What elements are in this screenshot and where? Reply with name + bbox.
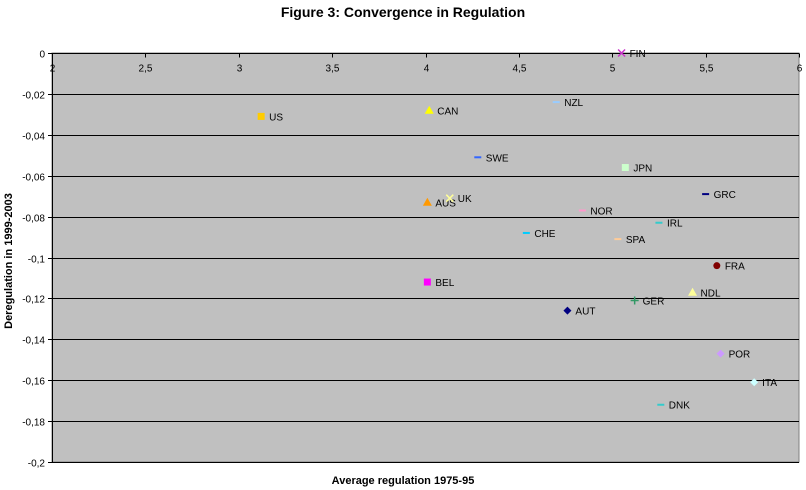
point-label-nor: NOR: [590, 206, 612, 217]
point-label-irl: IRL: [667, 219, 683, 230]
y-tick-label: -0,12: [22, 295, 45, 306]
point-ger: [630, 296, 639, 305]
y-tick-label: -0,16: [22, 377, 45, 388]
y-tick-label: 0: [39, 50, 45, 61]
point-bel: [423, 278, 431, 286]
point-label-swe: SWE: [486, 153, 509, 164]
x-tick-label: 3,5: [326, 64, 340, 75]
y-tick-label: -0,2: [28, 459, 46, 470]
point-uk: [445, 194, 454, 203]
plot-area: [51, 52, 800, 463]
point-aus: [422, 197, 432, 206]
point-us: [257, 112, 265, 120]
x-tick-label: 4,5: [513, 64, 527, 75]
y-tick-label: -0,1: [28, 255, 46, 266]
point-aut: [563, 306, 572, 315]
point-ita: [750, 378, 759, 387]
point-label-ita: ITA: [762, 378, 777, 389]
y-axis-label: Deregulation in 1999-2003: [3, 193, 15, 329]
point-label-por: POR: [729, 350, 751, 361]
x-tick-label: 4: [424, 64, 430, 75]
point-label-che: CHE: [534, 229, 555, 240]
point-label-bel: BEL: [435, 278, 454, 289]
y-tick-label: -0,14: [22, 336, 45, 347]
x-axis-label: Average regulation 1975-95: [331, 475, 475, 487]
point-fra: [713, 262, 721, 270]
y-tick-label: -0,02: [22, 91, 45, 102]
point-label-grc: GRC: [714, 190, 736, 201]
point-jpn: [621, 164, 629, 172]
chart-title: Figure 3: Convergence in Regulation: [280, 4, 526, 20]
point-label-nzl: NZL: [564, 98, 583, 109]
point-can: [424, 105, 434, 114]
point-por: [716, 349, 725, 358]
point-label-fra: FRA: [725, 262, 745, 273]
y-tick-label: -0,04: [22, 132, 45, 143]
point-label-can: CAN: [437, 106, 458, 117]
x-tick-label: 2,5: [139, 64, 153, 75]
point-label-aus: AUS: [435, 198, 456, 209]
point-ndl: [688, 287, 698, 296]
point-fin: [617, 48, 626, 58]
y-tick-label: -0,08: [22, 214, 45, 225]
point-label-dnk: DNK: [669, 401, 690, 412]
x-tick-label: 6: [797, 64, 803, 75]
x-tick-label: 3: [237, 64, 243, 75]
point-label-jpn: JPN: [633, 164, 652, 175]
point-label-us: US: [269, 112, 283, 123]
y-tick-label: -0,18: [22, 418, 45, 429]
point-label-ndl: NDL: [701, 288, 721, 299]
point-label-spa: SPA: [626, 235, 646, 246]
point-label-fin: FIN: [630, 49, 646, 60]
point-label-aut: AUT: [575, 307, 595, 318]
y-tick-label: -0,06: [22, 173, 45, 184]
x-tick-label: 5: [610, 64, 616, 75]
point-label-ger: GER: [643, 296, 665, 307]
point-label-uk: UK: [458, 194, 472, 205]
x-tick-label: 5,5: [700, 64, 714, 75]
